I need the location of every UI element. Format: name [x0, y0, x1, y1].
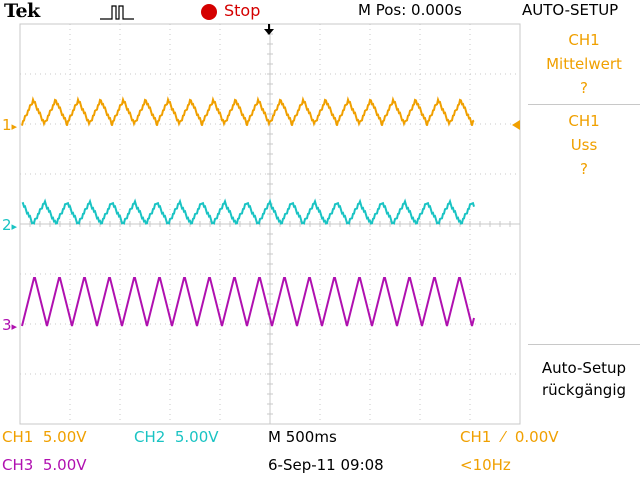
ch3-ground-marker[interactable]: 3▸ [2, 316, 17, 334]
ch1-scale: 5.00V [42, 428, 87, 446]
menu-item-line: ? [580, 160, 588, 178]
trigger-source: CH1 [460, 428, 492, 446]
ch3-trace [21, 277, 475, 327]
arrow-right-icon: ▸ [11, 220, 18, 233]
ch2-readout: CH2 5.00V [134, 428, 219, 446]
ch2-ground-marker[interactable]: 2▸ [2, 216, 17, 234]
menu-item-line: Auto-Setup [541, 359, 627, 377]
ch1-readout: CH1 5.00V [2, 428, 87, 446]
brand-logo: Tek [4, 0, 40, 22]
ch2-label: CH2 [134, 428, 166, 446]
menu-ch1-mean-button[interactable]: CH1 Mittelwert ? [528, 24, 640, 102]
arrow-right-icon: ▸ [11, 120, 18, 133]
ch3-scale: 5.00V [42, 456, 87, 474]
horizontal-position: M Pos: 0.000s [358, 1, 462, 19]
arrow-right-icon: ▸ [11, 320, 18, 333]
timebase-readout: M 500ms [268, 428, 337, 446]
graticule [19, 23, 521, 425]
frequency-readout: <10Hz [460, 456, 511, 474]
soft-menu: CH1 Mittelwert ? CH1 Uss ? Auto-Setup rü… [528, 24, 640, 412]
ch2-scale: 5.00V [174, 428, 219, 446]
menu-item-line: rückgängig [541, 381, 627, 399]
menu-undo-autosetup-button[interactable]: Auto-Setup rückgängig [528, 344, 640, 412]
menu-item-line: CH1 [568, 31, 600, 49]
rising-edge-icon: ⁄ [501, 428, 505, 446]
date-time: 6-Sep-11 09:08 [268, 456, 384, 474]
menu-item-line: CH1 [568, 112, 600, 130]
trigger-level-arrow-icon [512, 120, 520, 130]
menu-item-line: Uss [570, 136, 598, 154]
trigger-mode-icon [100, 5, 134, 20]
menu-title: AUTO-SETUP [522, 1, 619, 19]
menu-ch1-pkpk-button[interactable]: CH1 Uss ? [528, 104, 640, 186]
ch1-marker-label: 1 [2, 116, 12, 134]
trigger-position-marker-icon [264, 24, 274, 35]
ch2-trace [21, 198, 475, 225]
menu-item-line: ? [580, 79, 588, 97]
ch2-marker-label: 2 [2, 216, 12, 234]
ch3-readout: CH3 5.00V [2, 456, 87, 474]
trigger-level: 0.00V [514, 428, 559, 446]
ch3-marker-label: 3 [2, 316, 12, 334]
ch3-label: CH3 [2, 456, 34, 474]
stop-indicator-icon [201, 4, 217, 20]
trigger-readout: CH1 ⁄ 0.00V [460, 428, 559, 446]
ch1-trace [21, 96, 475, 127]
ch1-ground-marker[interactable]: 1▸ [2, 116, 17, 134]
status-bar: Tek Stop M Pos: 0.000s AUTO-SETUP [0, 0, 640, 24]
ch1-label: CH1 [2, 428, 34, 446]
menu-item-line: Mittelwert [546, 55, 622, 73]
acquisition-status: Stop [224, 1, 261, 20]
